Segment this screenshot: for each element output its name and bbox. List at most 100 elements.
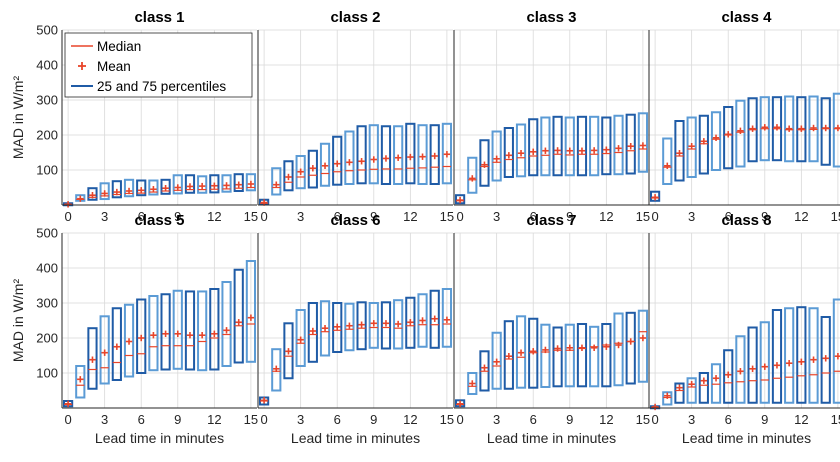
x-tick-label: 9 [370,412,377,427]
box-iqr [148,179,159,196]
x-tick-label: 12 [599,412,613,427]
x-tick-label: 9 [174,209,181,224]
box-iqr [380,125,392,185]
box-iqr [784,95,795,163]
x-tick-label: 15 [244,412,258,427]
box-iqr [820,97,831,166]
box-iqr [613,114,624,176]
box-iqr [662,391,673,406]
box-iqr [136,179,147,197]
x-tick-label: 6 [138,412,145,427]
panel-3: class 3 0 3 6 9 12 15 [453,9,650,224]
x-tick-label: 3 [493,412,500,427]
panel-title: class 6 [330,212,380,229]
panel-4: class 4 0 3 6 9 12 15 [648,9,840,224]
x-tick-label: 12 [207,209,221,224]
box-iqr [111,180,122,199]
box-iqr [515,315,527,389]
box-iqr [172,289,183,370]
box-iqr [429,289,440,349]
legend: Median Mean 25 and 75 percentiles [64,32,253,98]
box-iqr [540,116,551,177]
box-iqr [808,307,819,404]
x-tick-label: 6 [138,209,145,224]
y-tick-label: 200 [36,331,58,346]
box-iqr [589,325,600,388]
box-iqr [698,372,709,404]
box-iqr [368,302,379,349]
x-tick-label: 0 [651,412,658,427]
box-iqr [111,307,122,381]
box-iqr [686,116,697,178]
y-tick-label: 300 [36,296,58,311]
y-axis-label: MAD in W/m² [10,76,26,160]
panel-2: class 2 0 3 6 9 12 15 [257,9,454,224]
box-iqr [467,156,478,194]
box-iqr [160,178,171,195]
x-tick-label: 6 [334,209,341,224]
box-iqr [832,92,840,168]
x-tick-label: 3 [101,209,108,224]
y-tick-label: 500 [36,23,58,38]
x-tick-label: 9 [370,209,377,224]
box-iqr [344,130,355,185]
box-iqr [123,303,135,378]
box-iqr [319,300,331,357]
x-tick-label: 15 [831,412,840,427]
box-iqr [710,111,722,171]
panel-title: class 5 [134,212,184,229]
x-tick-label: 12 [403,209,417,224]
box-iqr [576,115,588,177]
x-tick-label: 12 [207,412,221,427]
box-iqr [356,125,367,185]
box-iqr [735,335,746,404]
box-iqr [637,309,649,383]
box-iqr [759,321,770,404]
x-axis-label: Lead time in minutes [682,430,811,446]
box-iqr [441,288,453,348]
x-tick-label: 12 [599,209,613,224]
box-iqr [319,142,331,187]
box-iqr [307,149,318,189]
box-iqr [429,124,440,185]
box-iqr [356,301,367,351]
x-tick-label: 3 [688,209,695,224]
box-iqr [552,115,563,177]
box-iqr [698,114,709,175]
box-iqr [515,123,527,178]
x-tick-label: 9 [761,209,768,224]
box-iqr [820,316,831,404]
box-iqr [295,155,306,190]
box-iqr [221,281,232,367]
x-tick-label: 0 [260,412,267,427]
panel-title: class 7 [526,212,576,229]
box-iqr [564,323,575,388]
box-iqr [75,365,86,399]
box-iqr [393,299,404,350]
panel-title: class 4 [721,9,772,26]
x-tick-label: 9 [566,412,573,427]
box-iqr [221,174,232,193]
box-iqr [491,130,502,182]
box-iqr [417,124,428,185]
box-iqr [479,139,490,187]
x-axis-label: Lead time in minutes [291,430,420,446]
box-iqr [295,309,306,367]
x-tick-label: 15 [440,209,454,224]
box-iqr [172,174,183,195]
y-tick-label: 400 [36,261,58,276]
box-iqr [491,331,502,390]
box-iqr [283,322,294,380]
x-tick-label: 9 [174,412,181,427]
x-tick-label: 6 [334,412,341,427]
box-iqr [662,137,673,185]
y-axis-label: MAD in W/m² [10,279,26,363]
x-tick-label: 6 [725,209,732,224]
box-iqr [184,290,196,371]
box-iqr [528,118,539,177]
box-iqr [271,348,282,392]
box-iqr [380,301,392,350]
box-iqr [710,363,722,404]
x-axis-label: Lead time in minutes [487,430,616,446]
